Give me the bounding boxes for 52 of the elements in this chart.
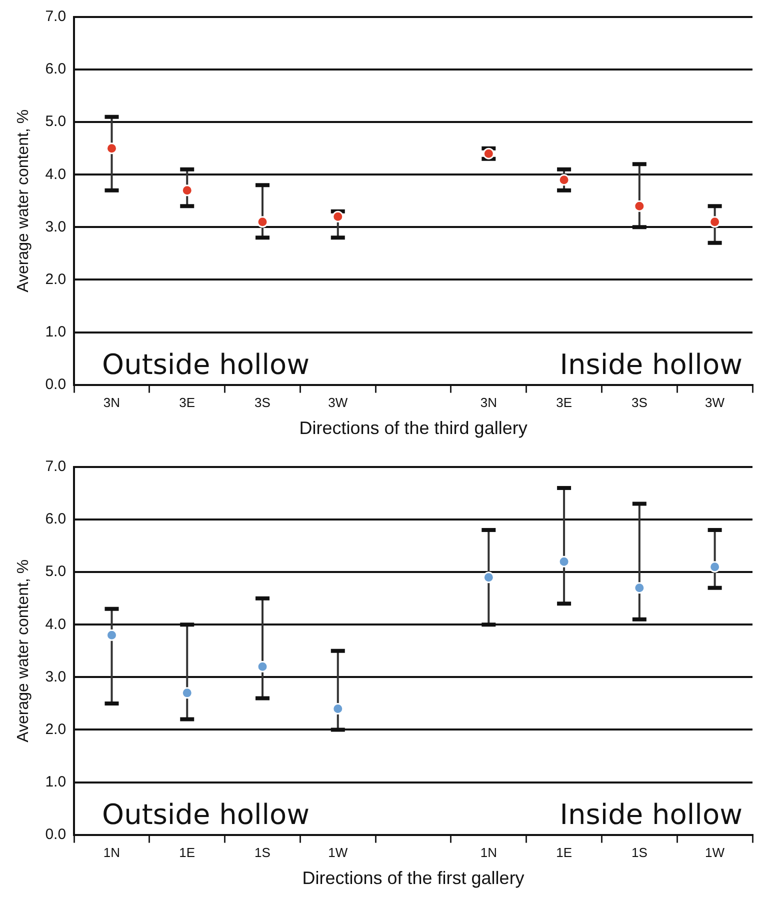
y-tick-label: 6.0 xyxy=(45,510,66,528)
annotation: Outside hollow xyxy=(102,798,310,832)
x-tick-label: 3N xyxy=(480,395,497,410)
x-axis-title: Directions of the first gallery xyxy=(302,868,524,888)
y-tick-label: 4.0 xyxy=(45,616,66,633)
x-tick-label: 1W xyxy=(328,845,348,860)
x-tick-label: 1E xyxy=(179,845,196,860)
x-tick-label: 3E xyxy=(556,395,572,410)
y-tick-label: 5.0 xyxy=(45,113,66,130)
y-tick-label: 2.0 xyxy=(45,270,66,288)
point xyxy=(558,174,570,186)
y-tick-label: 1.0 xyxy=(45,323,66,340)
x-tick-label: 3N xyxy=(103,395,120,410)
point xyxy=(256,216,268,228)
y-tick-label: 7.0 xyxy=(45,8,66,26)
annotation: Inside hollow xyxy=(560,798,742,832)
y-tick-label: 1.0 xyxy=(45,773,66,790)
x-tick-label: 3S xyxy=(631,395,648,410)
y-axis-title: Average water content, % xyxy=(15,109,32,292)
point xyxy=(332,210,344,222)
y-tick-label: 7.0 xyxy=(45,458,66,476)
y-tick-label: 3.0 xyxy=(45,668,66,686)
point xyxy=(256,660,268,672)
annotation: Inside hollow xyxy=(560,348,742,382)
y-tick-label: 5.0 xyxy=(45,563,66,580)
x-tick-label: 3W xyxy=(328,395,348,410)
point xyxy=(482,572,494,584)
point xyxy=(709,216,721,228)
y-tick-label: 0.0 xyxy=(45,376,66,393)
point xyxy=(181,184,193,196)
x-tick-label: 3W xyxy=(705,395,726,410)
point xyxy=(332,702,344,714)
x-tick-label: 3S xyxy=(254,395,271,410)
x-tick-label: 3E xyxy=(179,395,196,410)
x-axis-title: Directions of the third gallery xyxy=(299,418,528,438)
x-tick-label: 1N xyxy=(480,845,497,860)
annotation: Outside hollow xyxy=(102,348,310,382)
y-tick-label: 0.0 xyxy=(45,826,66,843)
x-tick-label: 1W xyxy=(705,845,726,860)
point xyxy=(634,200,646,212)
x-tick-label: 1N xyxy=(103,845,120,860)
y-tick-label: 6.0 xyxy=(45,60,66,78)
point xyxy=(181,687,193,699)
y-tick-label: 4.0 xyxy=(45,166,66,183)
y-tick-label: 2.0 xyxy=(45,720,66,738)
x-tick-label: 1S xyxy=(254,845,271,860)
y-tick-label: 3.0 xyxy=(45,218,66,236)
x-tick-label: 1S xyxy=(631,845,648,860)
x-tick-label: 1E xyxy=(556,845,572,860)
point xyxy=(634,582,646,594)
point xyxy=(558,556,570,568)
y-axis-title: Average water content, % xyxy=(15,559,32,742)
